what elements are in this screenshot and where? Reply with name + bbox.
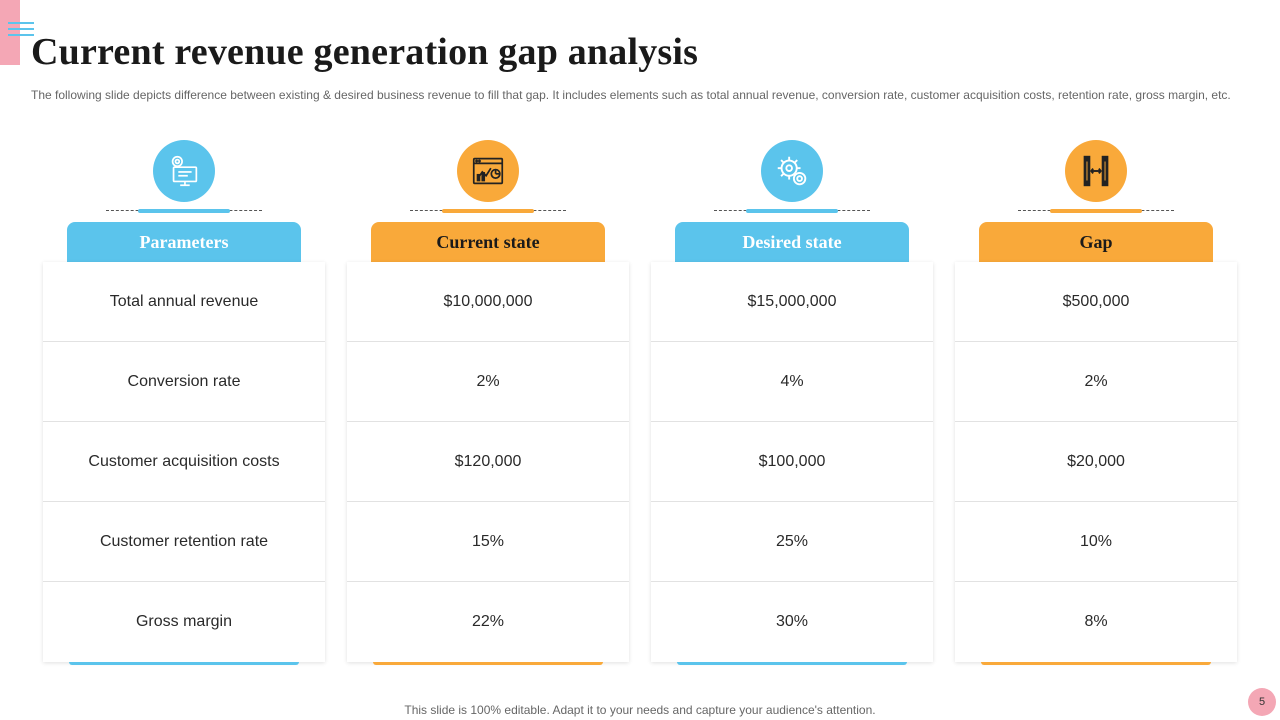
table-cell: Total annual revenue [43, 262, 325, 342]
header-parameters: Parameters [67, 222, 301, 262]
table-cell: $100,000 [651, 422, 933, 502]
card-bottom-bar [677, 662, 907, 665]
table-cell: 10% [955, 502, 1237, 582]
table-cell: 22% [471, 613, 505, 630]
table-cell: Customer retention rate [43, 502, 325, 582]
table-cell: Gross margin [135, 613, 233, 630]
card-bottom-bar [981, 662, 1211, 665]
table-cell: 15% [347, 502, 629, 582]
footer-note: This slide is 100% editable. Adapt it to… [404, 703, 876, 717]
column-gap: Gap $500,000 2% $20,000 10% 8% [955, 138, 1239, 668]
table-cell: Customer acquisition costs [43, 422, 325, 502]
current-state-card: $10,000,000 2% $120,000 15% 22% [347, 262, 629, 662]
table-cell: 30% [775, 613, 809, 630]
table-cell: 2% [955, 342, 1237, 422]
card-bottom-bar [69, 662, 299, 665]
header-current-state: Current state [371, 222, 605, 262]
table-cell: $10,000,000 [347, 262, 629, 342]
table-cell: $120,000 [347, 422, 629, 502]
page-subtitle: The following slide depicts difference b… [31, 88, 1231, 102]
column-current-state: Current state $10,000,000 2% $120,000 15… [347, 138, 631, 668]
column-parameters: Parameters Total annual revenue Conversi… [43, 138, 327, 668]
column-desired-state: Desired state $15,000,000 4% $100,000 25… [651, 138, 935, 668]
dashboard-chart-icon [457, 140, 519, 202]
connector-accent [1050, 209, 1142, 213]
table-cell: $20,000 [955, 422, 1237, 502]
desired-state-card: $15,000,000 4% $100,000 25% 30% [651, 262, 933, 662]
monitor-settings-icon [153, 140, 215, 202]
parameters-card: Total annual revenue Conversion rate Cus… [43, 262, 325, 662]
connector-accent [442, 209, 534, 213]
gear-target-icon [761, 140, 823, 202]
connector-accent [746, 209, 838, 213]
table-cell: 2% [347, 342, 629, 422]
table-cell: Conversion rate [43, 342, 325, 422]
header-desired-state: Desired state [675, 222, 909, 262]
page-title: Current revenue generation gap analysis [31, 31, 699, 73]
page-number: 5 [1248, 688, 1276, 716]
table-cell: 8% [1084, 613, 1108, 630]
gap-measure-icon [1065, 140, 1127, 202]
menu-icon[interactable] [8, 22, 34, 38]
table-cell: $15,000,000 [651, 262, 933, 342]
table-cell: 25% [651, 502, 933, 582]
header-gap: Gap [979, 222, 1213, 262]
card-bottom-bar [373, 662, 603, 665]
gap-card: $500,000 2% $20,000 10% 8% [955, 262, 1237, 662]
connector-accent [138, 209, 230, 213]
table-cell: $500,000 [955, 262, 1237, 342]
corner-accent [0, 0, 20, 65]
table-cell: 4% [651, 342, 933, 422]
